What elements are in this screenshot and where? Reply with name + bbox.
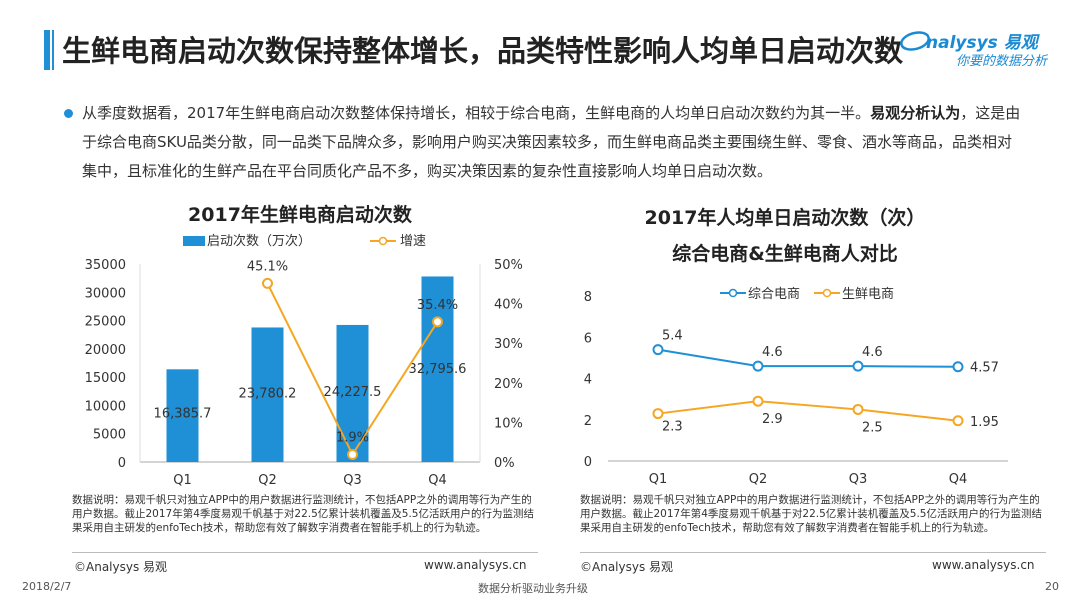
intro-text-2: ，这是由于综合电商SKU品类分散，同一品类下品牌众多，影响用户购买决策因素较多，…: [82, 104, 1021, 180]
x-tick-label: Q3: [849, 472, 868, 487]
growth-data-label: 45.1%: [247, 259, 288, 274]
legend-line-label: 增速: [400, 234, 426, 249]
right-y-tick-label: 10%: [494, 416, 523, 431]
series-data-label: 5.4: [662, 329, 683, 344]
series-point: [652, 408, 664, 420]
legend-bar-swatch: [183, 236, 205, 246]
right-chart-title-1: 2017年人均单日启动次数（次）: [644, 207, 926, 229]
y-tick-label: 4: [584, 373, 592, 388]
right-copyright: ©Analysys 易观: [580, 560, 674, 574]
series-point: [752, 360, 764, 372]
growth-point: [432, 316, 443, 328]
bar: [421, 276, 454, 462]
series-point: [752, 395, 764, 407]
bullet-icon: [64, 109, 73, 118]
growth-data-label: 35.4%: [417, 298, 458, 313]
left-data-note: 数据说明：易观千帆只对独立APP中的用户数据进行监测统计，不包括APP之外的调用…: [72, 494, 534, 534]
x-tick-label: Q1: [649, 472, 668, 487]
page-title: 生鲜电商启动次数保持整体增长，品类特性影响人均单日启动次数: [62, 34, 904, 68]
x-tick-label: Q2: [258, 473, 277, 488]
left-y-tick-label: 20000: [85, 343, 126, 358]
title-accent-bar-thin: [52, 30, 54, 70]
left-y-tick-label: 10000: [85, 399, 126, 414]
x-tick-label: Q4: [428, 473, 447, 488]
series-point: [852, 360, 864, 372]
intro-paragraph: 从季度数据看，2017年生鲜电商启动次数整体保持增长，相较于综合电商，生鲜电商的…: [82, 99, 1022, 186]
series-data-label: 2.9: [762, 412, 783, 427]
left-bar-line-chart: 0 5000 10000 15000 20000 25000 30000 35000 0% 10%…: [85, 233, 523, 488]
series-point: [652, 344, 664, 356]
growth-data-label: 1.9%: [336, 430, 369, 445]
bar-data-label: 24,227.5: [324, 385, 382, 400]
intro-text-1: 从季度数据看，2017年生鲜电商启动次数整体保持增长，相较于综合电商，生鲜电商的…: [82, 104, 871, 122]
right-y-tick-label: 40%: [494, 298, 523, 313]
page-number: 20: [1045, 580, 1059, 593]
series-data-label: 4.6: [762, 345, 783, 360]
series-line-comprehensive: [657, 348, 959, 368]
intro-bold: 易观分析认为: [870, 104, 961, 122]
report-date: 2018/2/7: [22, 580, 72, 593]
series-data-label: 2.3: [662, 420, 683, 435]
bar-data-label: 16,385.7: [154, 407, 212, 422]
legend-marker-comprehensive: [728, 288, 738, 298]
right-website: www.analysys.cn: [932, 558, 1035, 572]
series-data-label: 4.57: [970, 361, 999, 376]
logo-swirl-icon: [900, 31, 930, 51]
right-data-note: 数据说明：易观千帆只对独立APP中的用户数据进行监测统计，不包括APP之外的调用…: [580, 494, 1042, 534]
legend-line-marker: [378, 236, 388, 246]
bar: [166, 369, 199, 462]
logo-text: nalysys 易观: [926, 33, 1038, 53]
left-y-tick-label: 15000: [85, 371, 126, 386]
y-tick-label: 8: [584, 290, 592, 305]
right-footer-divider: [580, 552, 1046, 553]
left-y-tick-label: 30000: [85, 286, 126, 301]
left-y-tick-label: 0: [118, 456, 126, 471]
x-tick-label: Q2: [749, 472, 768, 487]
logo-slogan: 你要的数据分析: [956, 54, 1048, 69]
left-chart-title: 2017年生鲜电商启动次数: [188, 204, 412, 226]
series-point: [952, 361, 964, 373]
left-website: www.analysys.cn: [424, 558, 527, 572]
right-chart-title-2: 综合电商&生鲜电商人对比: [672, 243, 898, 265]
legend-label-comprehensive: 综合电商: [748, 287, 800, 302]
growth-point: [262, 277, 273, 289]
series-data-label: 1.95: [970, 415, 999, 430]
y-tick-label: 6: [584, 331, 592, 346]
bar: [251, 327, 284, 462]
left-footer-divider: [72, 552, 538, 553]
series-point: [952, 415, 964, 427]
legend-bar-label: 启动次数（万次）: [207, 233, 311, 249]
title-accent-bar: [44, 30, 50, 70]
right-y-tick-label: 20%: [494, 377, 523, 392]
series-data-label: 2.5: [862, 420, 883, 435]
legend-label-fresh: 生鲜电商: [842, 287, 894, 302]
right-y-tick-label: 0%: [494, 456, 515, 471]
y-tick-label: 2: [584, 414, 592, 429]
x-tick-label: Q1: [173, 473, 192, 488]
bar-data-label: 32,795.6: [409, 362, 467, 377]
left-y-tick-label: 35000: [85, 258, 126, 273]
right-y-tick-label: 50%: [494, 258, 523, 273]
left-copyright: ©Analysys 易观: [74, 560, 168, 574]
series-data-label: 4.6: [862, 345, 883, 360]
footer-slogan: 数据分析驱动业务升级: [478, 582, 588, 595]
right-y-tick-label: 30%: [494, 337, 523, 352]
analysys-logo: nalysys 易观 你要的数据分析: [898, 28, 1068, 72]
left-y-tick-label: 5000: [93, 428, 126, 443]
growth-point: [347, 448, 358, 460]
series-line-fresh: [657, 400, 959, 422]
x-tick-label: Q3: [343, 473, 362, 488]
y-tick-label: 0: [584, 455, 592, 470]
left-y-tick-label: 25000: [85, 315, 126, 330]
right-line-chart: 0 2 4 6 8 Q1 Q2 Q3 Q4 5.4 4.6 4.6 4.57 2.3 2.9 2.5 1.95 综…: [584, 287, 1008, 487]
x-tick-label: Q4: [949, 472, 968, 487]
legend-marker-fresh: [822, 288, 832, 298]
series-point: [852, 403, 864, 415]
bar-data-label: 23,780.2: [239, 386, 297, 401]
